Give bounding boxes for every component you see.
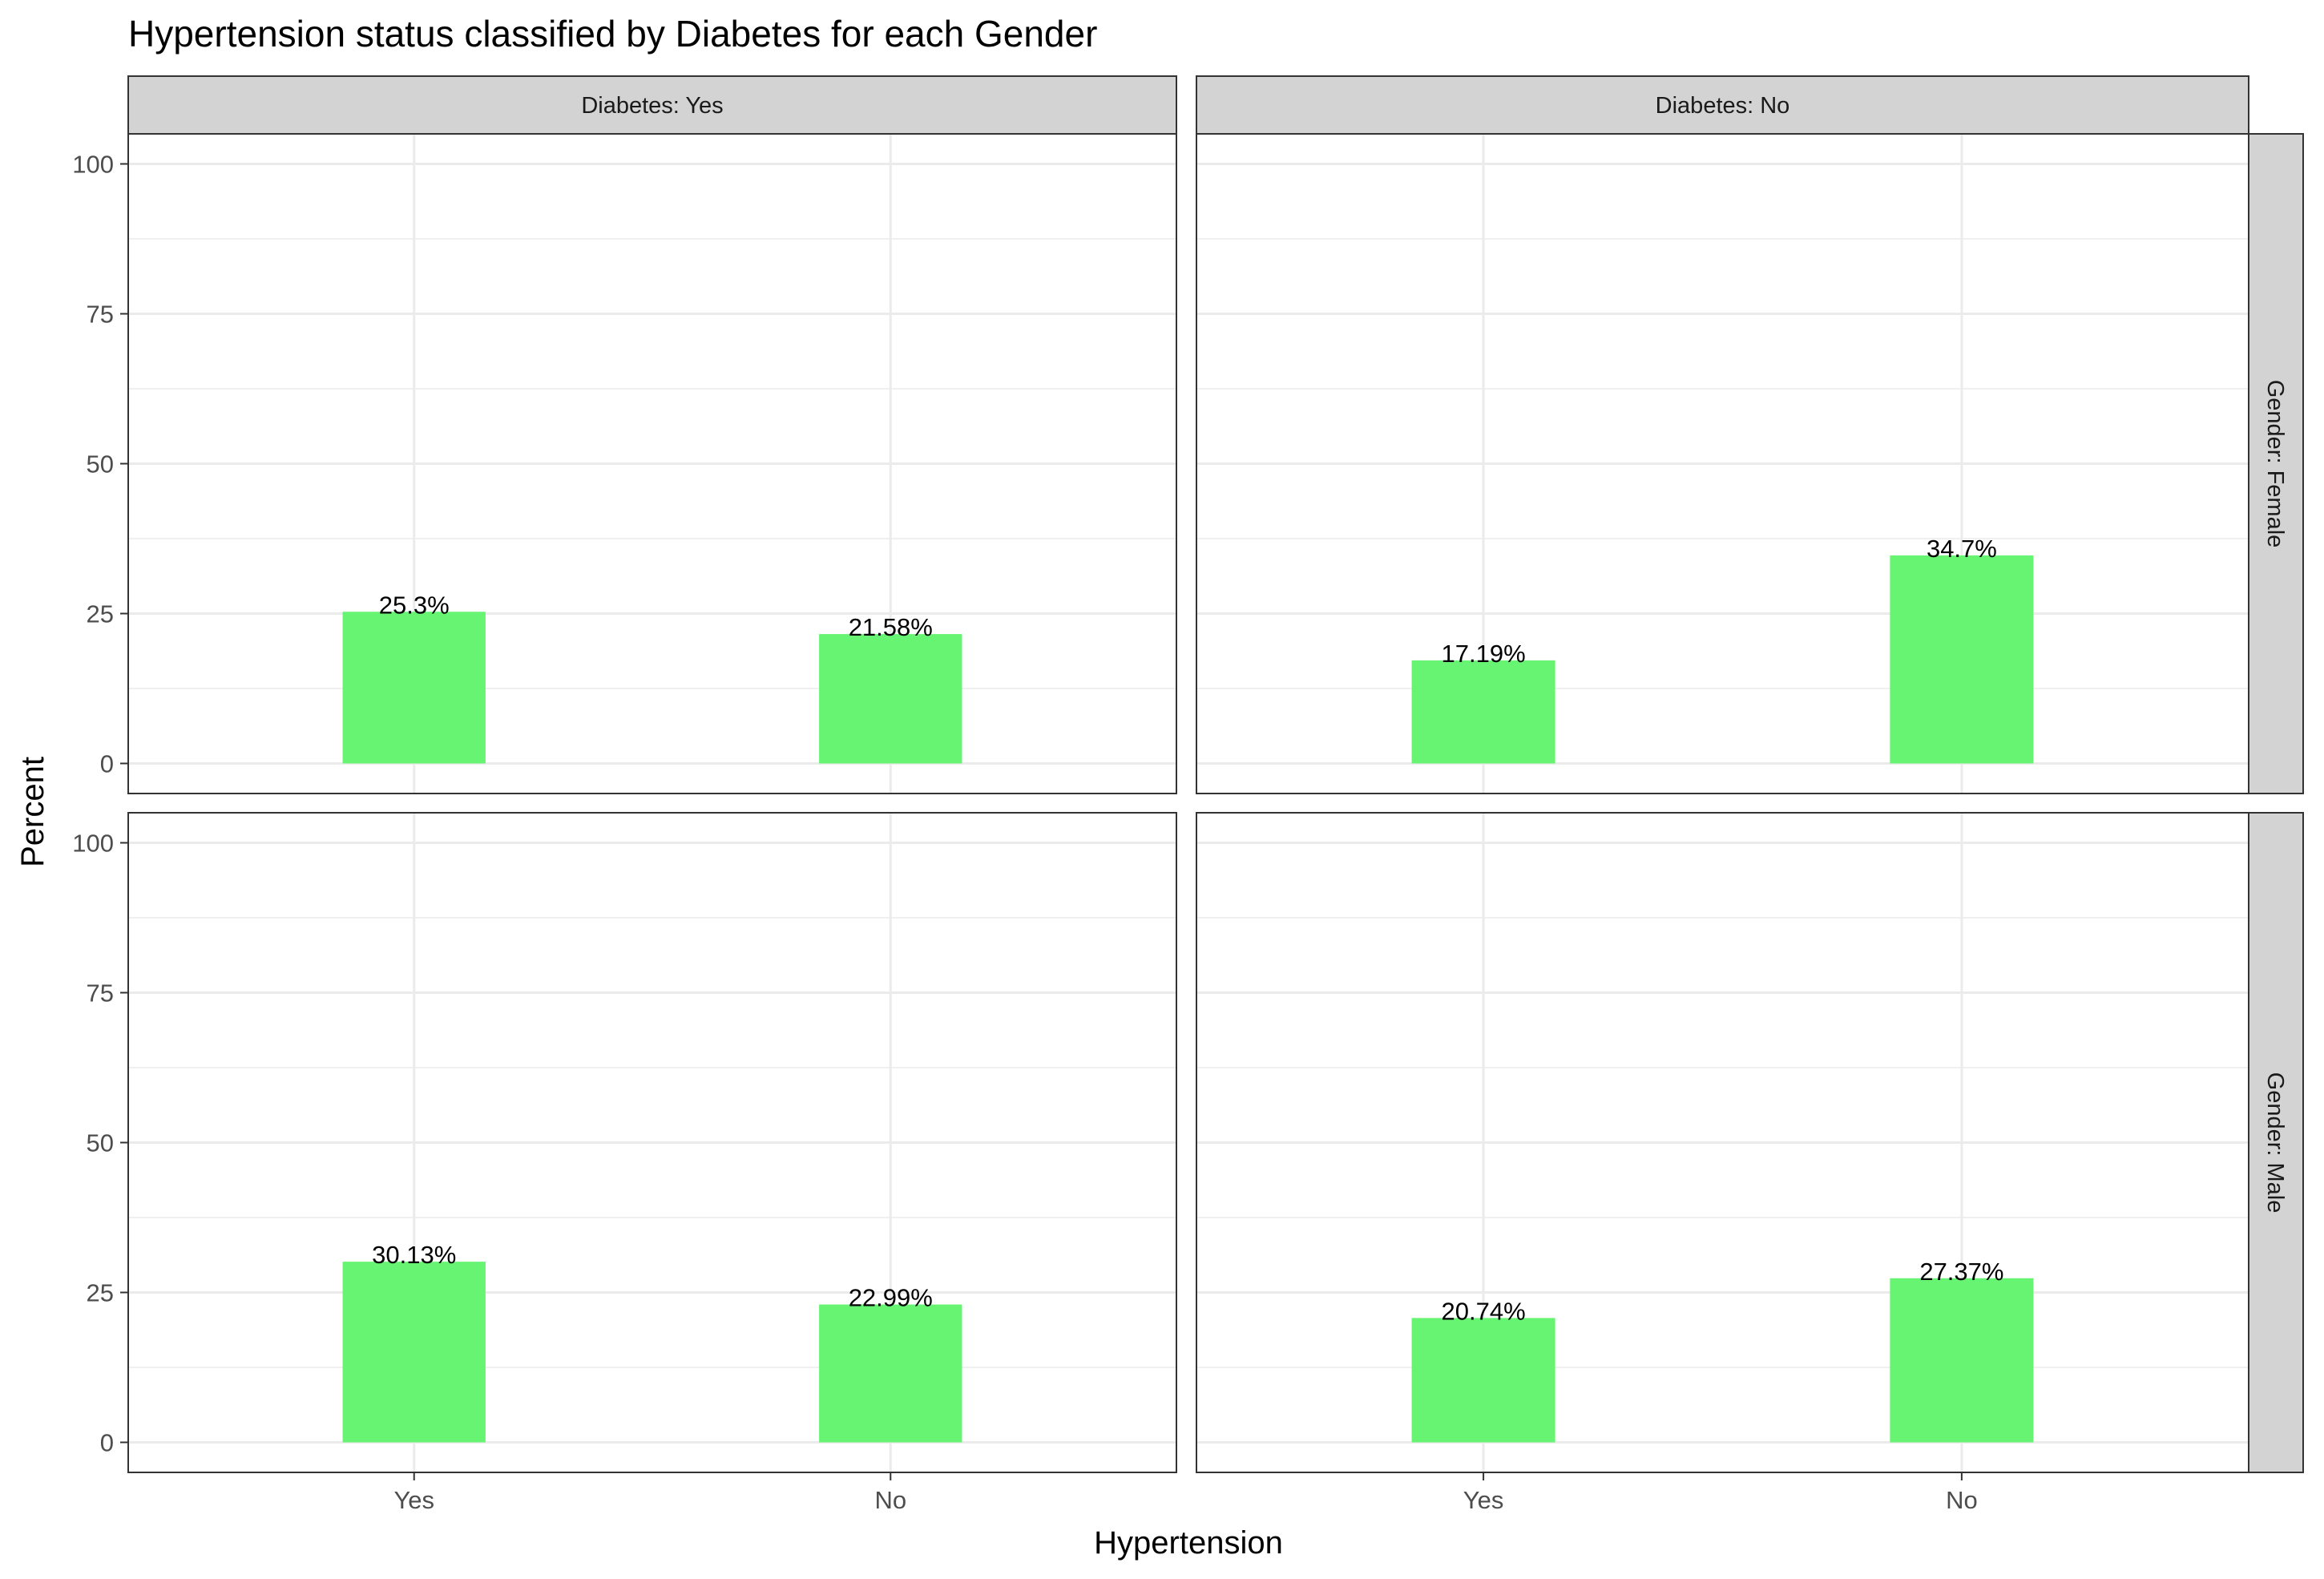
row-facet-strip [2248,812,2304,1473]
row-facet-label: Gender: Male [2262,1072,2288,1214]
bar [1890,555,2034,764]
bar-data-label: 20.74% [1442,1297,1526,1325]
y-tick-label: 75 [87,301,114,329]
bar-data-label: 22.99% [849,1284,933,1312]
y-tick-label: 100 [72,151,114,179]
y-tick-label: 50 [87,1129,114,1157]
bar [819,634,962,764]
bar [1890,1278,2034,1443]
bar-data-label: 17.19% [1442,640,1526,668]
column-facet-label: Diabetes: Yes [581,93,723,119]
x-tick-label: Yes [393,1486,434,1514]
chart-title: Hypertension status classified by Diabet… [128,13,1097,55]
bar-data-label: 21.58% [849,613,933,641]
bar-data-label: 34.7% [1927,535,1997,563]
column-facet-strip [1196,75,2249,135]
bar [342,1262,486,1443]
bar-data-label: 30.13% [372,1241,456,1269]
bar [1411,1318,1555,1443]
bar [819,1304,962,1443]
bar-data-label: 25.3% [379,591,450,619]
row-facet-label: Gender: Female [2262,380,2288,548]
y-tick-label: 25 [87,600,114,628]
x-tick-label: Yes [1463,1486,1504,1514]
x-axis-title: Hypertension [1094,1525,1283,1561]
y-tick-label: 0 [100,750,114,778]
plot-layer: 25.3% 21.58% 17.19% 34.7% 30.13% 22.99% 20.74%… [72,75,2304,1514]
y-tick-label: 0 [100,1429,114,1457]
column-facet-label: Diabetes: No [1656,93,1790,119]
column-facet-strip [127,75,1177,135]
x-tick-label: No [874,1486,906,1514]
y-tick-label: 100 [72,830,114,858]
y-tick-label: 25 [87,1279,114,1307]
y-axis-title: Percent [15,757,50,867]
bar [1411,660,1555,764]
y-tick-label: 50 [87,450,114,479]
bar [342,612,486,764]
y-tick-label: 75 [87,979,114,1008]
row-facet-strip [2248,133,2304,794]
bar-data-label: 27.37% [1919,1258,2003,1286]
x-tick-label: No [1946,1486,1978,1514]
